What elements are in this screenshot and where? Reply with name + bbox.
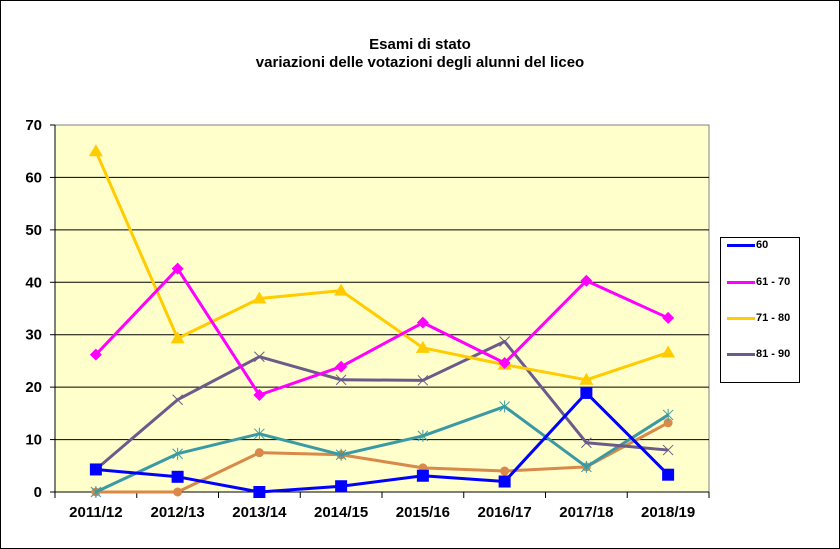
marker-square: [416, 469, 429, 482]
marker-diamond: [335, 360, 348, 373]
marker-diamond: [580, 274, 593, 287]
chart-title: Esami di stato: [369, 36, 471, 53]
marker-square: [498, 475, 511, 488]
marker-star: [254, 427, 265, 440]
legend-item-60: 60: [727, 238, 768, 252]
marker-star: [417, 429, 429, 442]
x-tick-label: 2014/15: [314, 504, 368, 521]
marker-star: [90, 486, 102, 498]
marker-diamond: [89, 348, 102, 361]
marker-triangle: [252, 291, 267, 304]
marker-x: [581, 437, 592, 449]
x-tick-label: 2011/12: [69, 504, 122, 521]
marker-circle: [500, 466, 510, 476]
marker-x: [335, 374, 347, 386]
marker-diamond: [253, 389, 266, 402]
y-tick-label: 0: [34, 484, 42, 501]
x-tick-label: 2012/13: [151, 504, 205, 521]
y-tick-label: 10: [25, 432, 42, 449]
y-tick-label: 40: [25, 274, 42, 291]
marker-square: [580, 386, 593, 399]
y-tick-label: 50: [25, 222, 42, 239]
marker-x: [172, 394, 183, 406]
legend-swatch-61-70: [727, 280, 755, 284]
marker-triangle: [579, 372, 594, 385]
marker-x: [254, 351, 265, 363]
series-line: [94, 150, 669, 382]
legend-swatch-81-90: [727, 352, 755, 356]
marker-star: [499, 400, 510, 413]
marker-circle: [663, 418, 673, 428]
marker-star: [172, 447, 183, 460]
legend-label: 60: [756, 239, 769, 251]
legend-label: 71 - 80: [756, 312, 791, 324]
y-tick-label: 60: [25, 169, 42, 186]
marker-square: [335, 480, 348, 493]
legend: 60 61 - 70 71 - 80 81 - 90: [720, 237, 800, 383]
marker-diamond: [498, 357, 511, 370]
marker-square: [253, 486, 266, 498]
y-tick-label: 70: [25, 117, 42, 134]
marker-star: [581, 460, 592, 473]
legend-item-61-70: 61 - 70: [727, 275, 790, 289]
series-line: [95, 391, 670, 494]
marker-triangle: [334, 283, 349, 296]
legend-item-71-80: 71 - 80: [727, 311, 790, 325]
marker-circle: [173, 487, 183, 497]
legend-swatch-71-80: [727, 316, 755, 320]
plot-area: [54, 124, 710, 493]
legend-label: 81 - 90: [756, 348, 791, 360]
series-line: [95, 405, 669, 494]
marker-diamond: [416, 316, 429, 329]
x-tick-label: 2013/14: [232, 504, 287, 521]
x-tick-label: 2017/18: [559, 504, 613, 521]
series-line: [94, 340, 669, 471]
marker-star: [662, 408, 674, 421]
marker-star: [335, 448, 347, 461]
series-line: [94, 267, 669, 397]
series-line: [95, 421, 669, 494]
chart-subtitle: variazioni delle votazioni degli alunni …: [255, 54, 585, 71]
marker-triangle: [661, 345, 676, 358]
marker-x: [499, 336, 510, 347]
legend-swatch-60: [727, 243, 755, 247]
legend-item-81-90: 81 - 90: [727, 347, 790, 361]
marker-x: [417, 374, 429, 386]
y-tick-label: 20: [25, 379, 42, 396]
marker-square: [171, 470, 184, 483]
x-tick-label: 2015/16: [396, 504, 450, 521]
marker-diamond: [662, 311, 675, 324]
x-tick-label: 2018/19: [641, 504, 695, 521]
marker-x: [662, 444, 674, 456]
marker-square: [662, 468, 675, 481]
x-tick-label: 2016/17: [478, 504, 532, 521]
y-tick-label: 30: [25, 327, 42, 344]
marker-diamond: [171, 262, 184, 275]
marker-triangle: [170, 331, 185, 344]
legend-label: 61 - 70: [756, 276, 791, 288]
marker-square: [89, 463, 102, 476]
marker-triangle: [88, 144, 103, 157]
marker-triangle: [415, 340, 430, 353]
marker-circle: [254, 448, 264, 458]
